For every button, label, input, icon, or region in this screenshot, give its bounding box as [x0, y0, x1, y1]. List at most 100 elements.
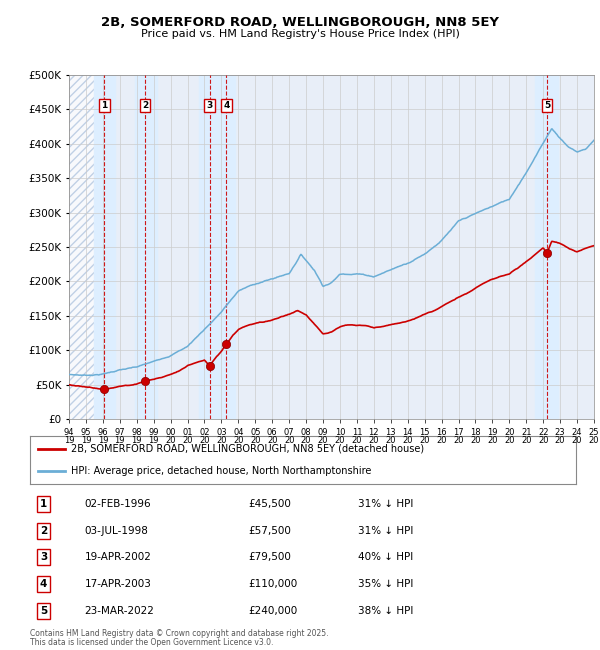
Text: 20: 20 — [284, 436, 295, 445]
Text: £57,500: £57,500 — [248, 526, 291, 536]
Text: 95: 95 — [80, 428, 91, 437]
Text: 23-MAR-2022: 23-MAR-2022 — [85, 606, 154, 616]
Text: 20: 20 — [267, 436, 277, 445]
Text: 10: 10 — [335, 428, 345, 437]
Text: 1: 1 — [101, 101, 107, 111]
Text: 01: 01 — [182, 428, 193, 437]
Text: Contains HM Land Registry data © Crown copyright and database right 2025.: Contains HM Land Registry data © Crown c… — [30, 629, 329, 638]
Text: 94: 94 — [64, 428, 74, 437]
Text: 02-FEB-1996: 02-FEB-1996 — [85, 499, 151, 509]
Text: 40% ↓ HPI: 40% ↓ HPI — [358, 552, 413, 562]
Text: 20: 20 — [216, 436, 227, 445]
Text: 20: 20 — [233, 436, 244, 445]
Text: 20: 20 — [487, 436, 497, 445]
Text: 99: 99 — [148, 428, 159, 437]
Text: 05: 05 — [250, 428, 260, 437]
Text: 20: 20 — [182, 436, 193, 445]
Text: 96: 96 — [98, 428, 108, 437]
Text: 20: 20 — [166, 436, 176, 445]
Text: 22: 22 — [538, 428, 548, 437]
Text: 38% ↓ HPI: 38% ↓ HPI — [358, 606, 413, 616]
Text: 98: 98 — [131, 428, 142, 437]
Text: 18: 18 — [470, 428, 481, 437]
Text: £45,500: £45,500 — [248, 499, 291, 509]
Text: 20: 20 — [555, 436, 565, 445]
Text: 20: 20 — [250, 436, 260, 445]
Text: 20: 20 — [504, 428, 515, 437]
Text: 3: 3 — [40, 552, 47, 562]
Text: 09: 09 — [318, 428, 328, 437]
Text: 25: 25 — [589, 428, 599, 437]
Text: 20: 20 — [538, 436, 548, 445]
Text: 02: 02 — [199, 428, 210, 437]
Text: 2: 2 — [40, 526, 47, 536]
Bar — [94, 75, 115, 419]
Text: HPI: Average price, detached house, North Northamptonshire: HPI: Average price, detached house, Nort… — [71, 466, 371, 476]
Text: 19: 19 — [80, 436, 91, 445]
Text: 20: 20 — [436, 436, 447, 445]
Text: 15: 15 — [419, 428, 430, 437]
Text: 3: 3 — [206, 101, 212, 111]
Text: 31% ↓ HPI: 31% ↓ HPI — [358, 499, 413, 509]
Text: 21: 21 — [521, 428, 532, 437]
Text: 31% ↓ HPI: 31% ↓ HPI — [358, 526, 413, 536]
Text: 19: 19 — [487, 428, 497, 437]
Bar — [69, 75, 94, 419]
Text: 04: 04 — [233, 428, 244, 437]
Text: 20: 20 — [521, 436, 532, 445]
Text: 35% ↓ HPI: 35% ↓ HPI — [358, 579, 413, 589]
Text: 24: 24 — [572, 428, 583, 437]
Bar — [535, 75, 559, 419]
Bar — [135, 75, 157, 419]
Text: 20: 20 — [572, 436, 583, 445]
Text: 20: 20 — [386, 436, 396, 445]
Text: 20: 20 — [504, 436, 515, 445]
Text: 11: 11 — [352, 428, 362, 437]
Text: 20: 20 — [199, 436, 210, 445]
Text: 20: 20 — [403, 436, 413, 445]
Text: 17: 17 — [453, 428, 464, 437]
Text: 20: 20 — [318, 436, 328, 445]
Text: 4: 4 — [40, 579, 47, 589]
Text: 19-APR-2002: 19-APR-2002 — [85, 552, 151, 562]
Text: 19: 19 — [131, 436, 142, 445]
Text: £79,500: £79,500 — [248, 552, 291, 562]
Text: 17-APR-2003: 17-APR-2003 — [85, 579, 151, 589]
Text: 20: 20 — [419, 436, 430, 445]
Text: This data is licensed under the Open Government Licence v3.0.: This data is licensed under the Open Gov… — [30, 638, 274, 647]
Text: 19: 19 — [148, 436, 159, 445]
Text: 97: 97 — [115, 428, 125, 437]
Text: 4: 4 — [223, 101, 230, 111]
Text: 20: 20 — [589, 436, 599, 445]
Text: 1: 1 — [40, 499, 47, 509]
Text: 20: 20 — [335, 436, 345, 445]
Text: 07: 07 — [284, 428, 295, 437]
Text: 5: 5 — [544, 101, 550, 111]
Text: 19: 19 — [98, 436, 108, 445]
Text: 20: 20 — [352, 436, 362, 445]
Text: 20: 20 — [470, 436, 481, 445]
Text: 2: 2 — [142, 101, 148, 111]
Text: 03-JUL-1998: 03-JUL-1998 — [85, 526, 148, 536]
Text: 00: 00 — [166, 428, 176, 437]
Bar — [199, 75, 235, 419]
Text: 2B, SOMERFORD ROAD, WELLINGBOROUGH, NN8 5EY (detached house): 2B, SOMERFORD ROAD, WELLINGBOROUGH, NN8 … — [71, 444, 424, 454]
Text: 2B, SOMERFORD ROAD, WELLINGBOROUGH, NN8 5EY: 2B, SOMERFORD ROAD, WELLINGBOROUGH, NN8 … — [101, 16, 499, 29]
Text: 19: 19 — [64, 436, 74, 445]
Text: 23: 23 — [555, 428, 565, 437]
Text: Price paid vs. HM Land Registry's House Price Index (HPI): Price paid vs. HM Land Registry's House … — [140, 29, 460, 39]
Text: 20: 20 — [453, 436, 464, 445]
Text: 19: 19 — [115, 436, 125, 445]
Text: 13: 13 — [385, 428, 396, 437]
Text: 06: 06 — [267, 428, 278, 437]
Text: 20: 20 — [368, 436, 379, 445]
Text: £240,000: £240,000 — [248, 606, 298, 616]
Text: 14: 14 — [403, 428, 413, 437]
Text: 5: 5 — [40, 606, 47, 616]
Text: 20: 20 — [301, 436, 311, 445]
Text: £110,000: £110,000 — [248, 579, 298, 589]
Text: 12: 12 — [368, 428, 379, 437]
Bar — [69, 75, 94, 419]
Text: 03: 03 — [216, 428, 227, 437]
Text: 16: 16 — [436, 428, 447, 437]
